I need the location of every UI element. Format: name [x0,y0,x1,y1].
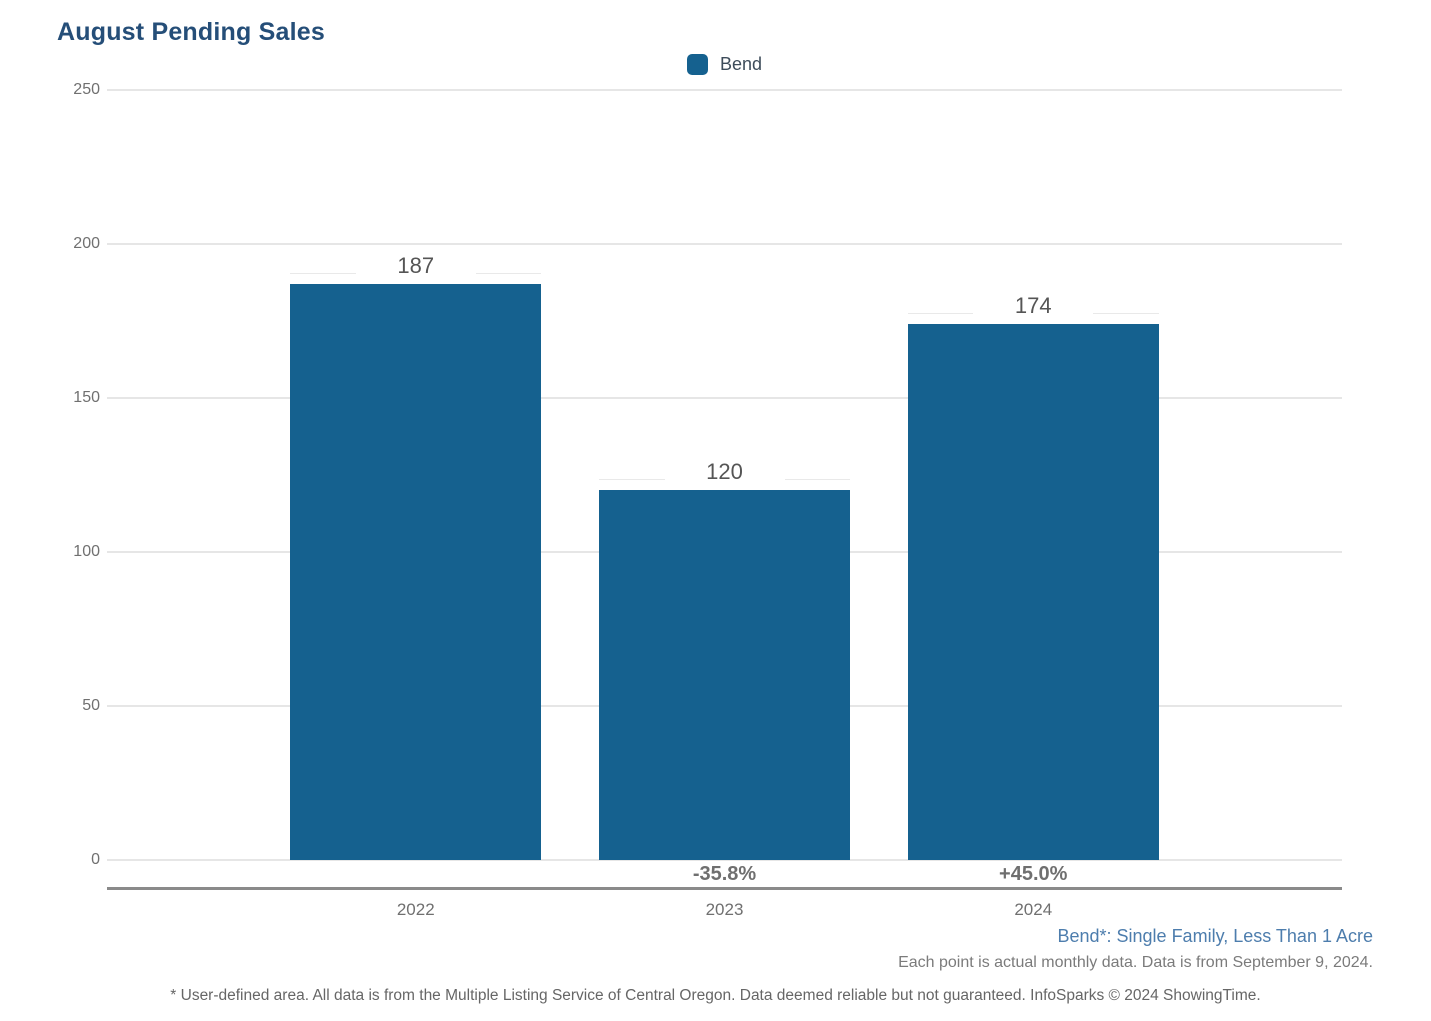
gridline-y0 [107,859,1342,861]
bar-value-label: 187 [355,255,476,278]
bar-value-label: 120 [664,461,785,484]
bar-2024[interactable] [907,324,1159,860]
legend-label: Bend [719,54,763,74]
x-axis-tick-label: 2023 [705,900,744,919]
y-axis-tick-label: 100 [73,543,100,560]
page-title: August Pending Sales [57,18,325,46]
gridline-y200 [107,243,1342,245]
y-axis-tick-label: 250 [73,81,100,98]
series-note: Bend*: Single Family, Less Than 1 Acre [1057,926,1373,946]
legend-swatch-icon [686,54,708,75]
gridline-y150 [107,397,1342,399]
footer-disclaimer: * User-defined area. All data is from th… [170,987,1261,1004]
y-axis-tick-label: 50 [82,697,100,714]
data-note: Each point is actual monthly data. Data … [898,954,1373,971]
y-axis-tick-label: 0 [91,851,100,868]
x-axis-tick-label: 2024 [1014,900,1053,919]
bar-value-label: 174 [973,295,1094,318]
pct-change-label: +45.0% [999,863,1068,885]
x-axis-line [107,887,1342,890]
chart-legend[interactable]: Bend [107,54,1342,75]
bar-2023[interactable] [599,490,850,860]
bar-2022[interactable] [290,284,542,860]
gridline-y250 [107,89,1342,91]
x-axis-tick-label: 2022 [396,900,435,919]
y-axis-tick-label: 150 [73,389,100,406]
y-axis-tick-label: 200 [73,235,100,252]
pct-change-label: -35.8% [692,863,757,885]
